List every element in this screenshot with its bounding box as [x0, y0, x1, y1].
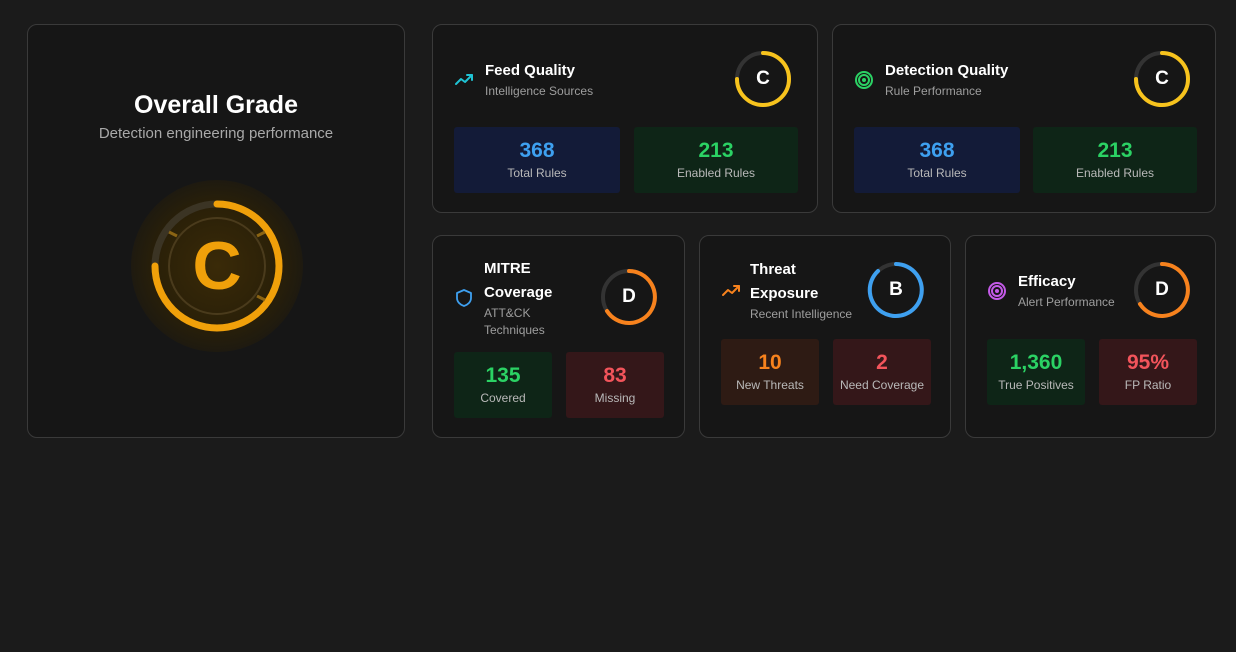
stat-value: 368 [919, 139, 955, 162]
shield-icon [456, 289, 472, 307]
stat-value: 368 [519, 139, 555, 162]
efficacy-grade: D [1155, 279, 1169, 300]
mitre-coverage-grade-ring [601, 269, 657, 325]
detection-quality-total-rules: 368 Total Rules [854, 127, 1020, 193]
mitre-covered: 135 Covered [454, 352, 552, 418]
mitre-coverage-card[interactable]: MITRE Coverage ATT&CK Techniques D 135 C… [432, 235, 685, 438]
stat-label: Enabled Rules [1075, 166, 1155, 180]
threat-exposure-title-line1: Threat [750, 261, 796, 278]
mitre-coverage-grade: D [622, 286, 636, 307]
overall-grade-card: Overall Grade Detection engineering perf… [27, 24, 405, 438]
overall-grade-letter: C [192, 228, 242, 304]
threat-exposure-title-line2: Exposure [750, 285, 819, 302]
feed-quality-card[interactable]: Feed Quality Intelligence Sources C 368 … [432, 24, 818, 213]
detection-quality-grade-ring [1134, 51, 1190, 107]
threat-exposure-card[interactable]: Threat Exposure Recent Intelligence B 10… [699, 235, 951, 438]
feed-quality-subtitle: Intelligence Sources [485, 84, 594, 98]
stat-value: 213 [698, 139, 734, 162]
mitre-coverage-title-line1: MITRE [484, 260, 531, 277]
stat-value: 1,360 [1009, 351, 1063, 374]
overall-grade-subtitle: Detection engineering performance [98, 125, 334, 142]
stat-label: Need Coverage [839, 378, 925, 392]
threat-exposure-grade: B [889, 279, 903, 300]
overall-grade-title: Overall Grade [134, 91, 298, 119]
threat-new-threats: 10 New Threats [721, 339, 819, 405]
threat-need-coverage: 2 Need Coverage [833, 339, 931, 405]
stat-value: 213 [1097, 139, 1133, 162]
efficacy-fp-ratio: 95% FP Ratio [1099, 339, 1197, 405]
stat-value: 95% [1126, 351, 1170, 374]
stat-label: Missing [594, 391, 636, 405]
feed-quality-grade: C [756, 68, 770, 89]
threat-exposure-subtitle: Recent Intelligence [750, 307, 853, 321]
feed-quality-total-rules: 368 Total Rules [454, 127, 620, 193]
feed-quality-grade-ring [735, 51, 791, 107]
stat-value: 135 [485, 364, 521, 387]
overall-grade-ring [131, 180, 303, 352]
detection-quality-subtitle: Rule Performance [885, 84, 982, 98]
detection-quality-grade: C [1155, 68, 1169, 89]
stat-value: 83 [603, 364, 627, 387]
mitre-missing: 83 Missing [566, 352, 664, 418]
mitre-coverage-subtitle-line1: ATT&CK [484, 306, 531, 320]
target-icon [855, 71, 873, 89]
efficacy-true-positives: 1,360 True Positives [987, 339, 1085, 405]
stat-label: Covered [480, 391, 526, 405]
stat-value: 2 [876, 351, 888, 374]
trending-up-icon [722, 285, 740, 296]
detection-quality-card[interactable]: Detection Quality Rule Performance C 368… [832, 24, 1216, 213]
detection-quality-enabled-rules: 213 Enabled Rules [1033, 127, 1197, 193]
stat-label: Enabled Rules [676, 166, 756, 180]
target-icon [988, 282, 1006, 300]
stat-label: True Positives [998, 378, 1074, 392]
efficacy-title: Efficacy [1018, 273, 1076, 290]
feed-quality-enabled-rules: 213 Enabled Rules [634, 127, 798, 193]
stat-label: New Threats [736, 378, 804, 392]
stat-label: Total Rules [907, 166, 967, 180]
feed-quality-title: Feed Quality [485, 62, 576, 79]
threat-exposure-grade-ring [867, 262, 924, 318]
stat-value: 10 [758, 351, 782, 374]
efficacy-subtitle: Alert Performance [1018, 295, 1115, 309]
mitre-coverage-subtitle-line2: Techniques [484, 323, 545, 337]
stat-label: Total Rules [507, 166, 567, 180]
trending-up-icon [455, 74, 473, 85]
efficacy-grade-ring [1134, 262, 1190, 318]
efficacy-card[interactable]: Efficacy Alert Performance D 1,360 True … [965, 235, 1216, 438]
detection-quality-title: Detection Quality [885, 62, 1009, 79]
mitre-coverage-title-line2: Coverage [484, 284, 553, 301]
stat-label: FP Ratio [1124, 378, 1172, 392]
